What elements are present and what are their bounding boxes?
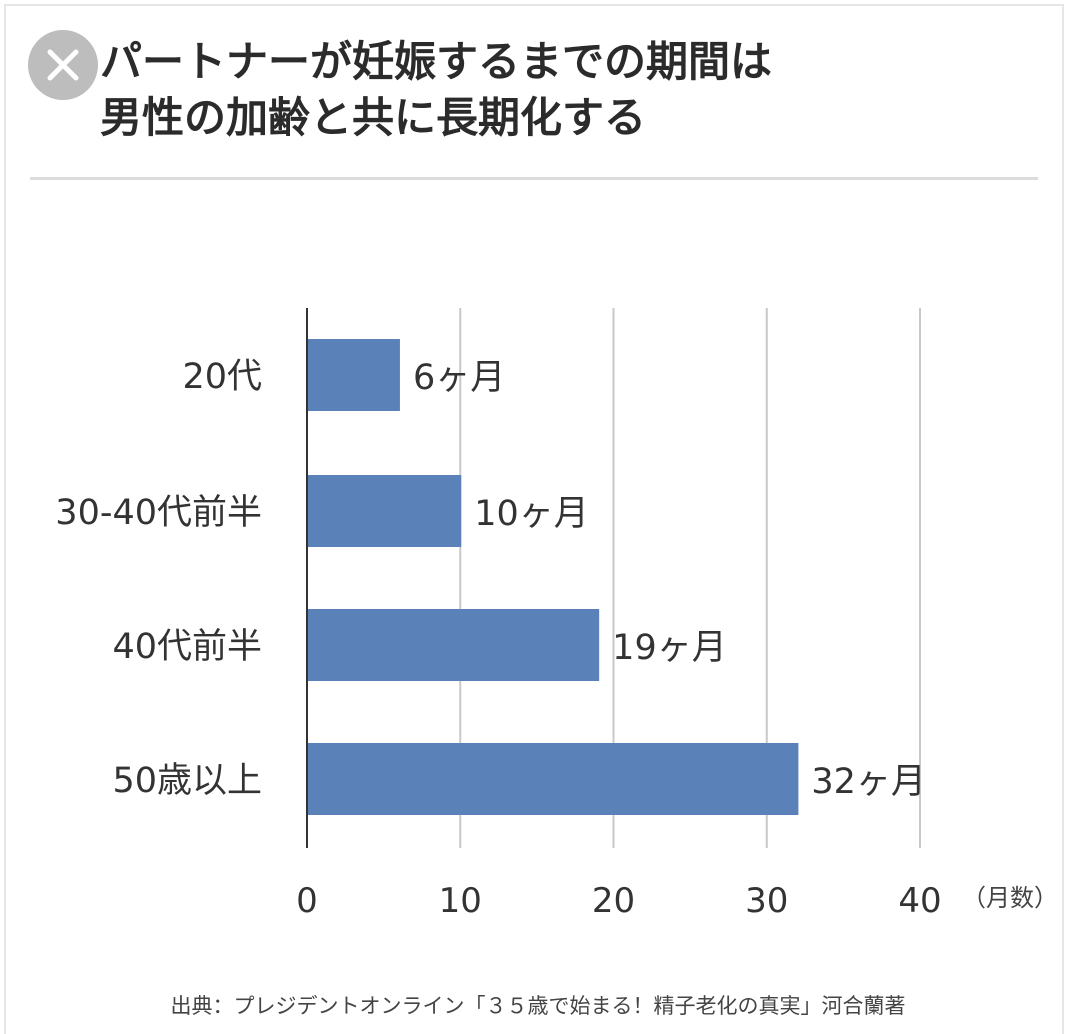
x-axis-unit-label: （月数）	[962, 884, 1058, 912]
chart-title: パートナーが妊娠するまでの期間は 男性の加齢と共に長期化する	[100, 34, 772, 146]
data-label: 32ヶ月	[811, 762, 926, 802]
bar	[308, 339, 400, 411]
x-tick-label: 10	[439, 881, 482, 921]
x-tick-label: 40	[898, 881, 941, 921]
title-divider	[30, 177, 1038, 180]
data-label: 10ヶ月	[474, 494, 589, 534]
x-tick-label: 0	[296, 881, 318, 921]
x-tick-label: 30	[745, 881, 788, 921]
chart-title-line-2: 男性の加齢と共に長期化する	[100, 93, 647, 142]
category-label: 40代前半	[112, 627, 262, 667]
category-label: 20代	[182, 357, 262, 397]
bars	[308, 339, 799, 815]
labels: 0 10 20 30 40 20代 6ヶ月 30-40代前半 10ヶ月 40代前半 19ヶ月 50歳以…	[55, 357, 941, 921]
chart-title-line-1: パートナーが妊娠するまでの期間は	[100, 37, 773, 86]
data-label: 19ヶ月	[612, 628, 727, 668]
card-frame	[4, 4, 1064, 1034]
x-tick-label: 20	[592, 881, 635, 921]
data-label: 6ヶ月	[413, 358, 505, 398]
bar	[308, 609, 600, 681]
category-label: 50歳以上	[112, 761, 262, 801]
bar	[308, 743, 799, 815]
source-citation: 出典：プレジデントオンライン「３５歳で始まる！精子老化の真実」河合蘭著	[170, 994, 906, 1018]
close-button[interactable]	[28, 30, 98, 100]
bar	[308, 475, 462, 547]
close-icon	[47, 49, 79, 81]
category-label: 30-40代前半	[55, 493, 262, 533]
